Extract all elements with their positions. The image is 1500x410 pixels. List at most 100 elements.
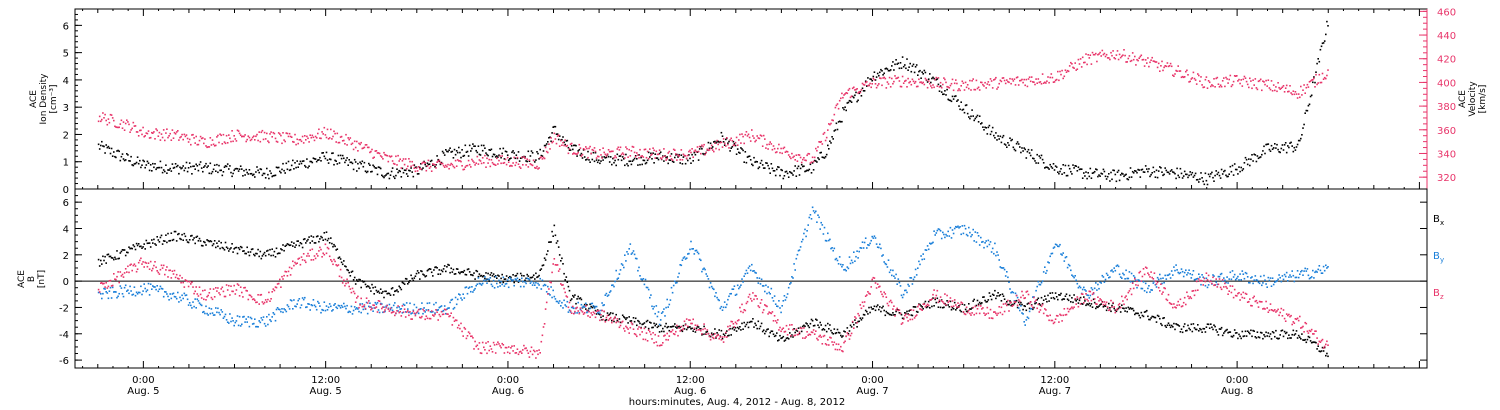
velocity-axis-label: ACE Velocity [km/s] <box>1458 81 1488 117</box>
velocity-series-point <box>474 164 476 166</box>
bz-series-point <box>179 274 181 277</box>
bx-series-point <box>844 331 846 333</box>
by-series-point <box>759 283 762 285</box>
by-series-point <box>650 294 652 296</box>
velocity-series-point <box>496 157 498 160</box>
density-series-point <box>1004 144 1007 146</box>
velocity-series-point <box>1064 69 1067 71</box>
bx-series-point <box>390 287 393 290</box>
velocity-series-point <box>373 156 375 159</box>
velocity-series-point <box>177 130 179 132</box>
by-series-point <box>317 300 319 303</box>
bx-series-point <box>736 326 739 329</box>
by-series-point <box>1314 271 1316 274</box>
bx-series-point <box>639 322 641 325</box>
bx-series-point <box>259 250 262 253</box>
bx-series-point <box>600 316 602 319</box>
density-series-point <box>767 164 769 167</box>
bx-series-point <box>638 320 640 323</box>
velocity-series-point <box>653 149 655 152</box>
density-series-point <box>929 73 931 75</box>
velocity-series-point <box>403 163 406 166</box>
density-series-point <box>487 154 489 157</box>
by-series-point <box>785 296 788 299</box>
velocity-series-point <box>742 135 744 138</box>
density-series-point <box>783 175 786 177</box>
bx-series-point <box>680 329 683 332</box>
bx-series-point <box>1163 317 1165 319</box>
bz-series-point <box>225 284 228 286</box>
by-series-point <box>148 294 151 296</box>
velocity-series-point <box>1206 87 1209 89</box>
bx-series-point <box>333 243 335 246</box>
density-series-point <box>1058 172 1060 175</box>
density-series-point <box>994 137 996 139</box>
velocity-series-point <box>358 142 360 145</box>
bx-series-point <box>812 325 815 327</box>
bx-series-point <box>405 278 408 280</box>
bx-series-point <box>959 309 961 312</box>
velocity-series-point <box>471 158 473 161</box>
density-series-point <box>196 165 199 167</box>
density-series-point <box>1291 145 1293 147</box>
velocity-series-point <box>1122 54 1124 56</box>
bx-series-point <box>872 308 875 310</box>
by-series-point <box>439 306 442 308</box>
bx-series-point <box>179 237 181 240</box>
velocity-series-point <box>1243 75 1246 78</box>
density-series-point <box>1281 144 1284 146</box>
velocity-series-point <box>446 165 448 168</box>
bx-series-point <box>220 241 222 244</box>
velocity-series-point <box>609 150 612 153</box>
by-series-point <box>368 305 370 308</box>
bx-series-point <box>1047 294 1049 297</box>
bx-series-point <box>306 240 308 242</box>
by-series-point <box>580 303 583 306</box>
velocity-series-point <box>1179 70 1182 72</box>
velocity-series-point <box>832 119 834 122</box>
bz-series-point <box>173 269 176 272</box>
density-series-point <box>804 170 806 173</box>
velocity-series-point <box>1299 96 1301 99</box>
density-series-point <box>1197 178 1199 181</box>
by-series-point <box>285 310 288 313</box>
velocity-series-point <box>611 150 613 153</box>
velocity-series-point <box>460 160 462 163</box>
density-series-point <box>789 171 791 173</box>
bx-series-point <box>181 233 183 236</box>
bx-series-point <box>113 258 115 261</box>
velocity-series-point <box>143 135 145 138</box>
bx-series-point <box>1139 316 1142 319</box>
density-series-point <box>1225 174 1227 177</box>
bx-series-point <box>720 329 723 332</box>
density-series-point <box>452 157 455 159</box>
bx-series-point <box>147 242 150 244</box>
bx-series-point <box>889 313 892 316</box>
density-series-point <box>725 138 727 141</box>
by-series-point <box>1315 270 1317 273</box>
density-series-point <box>239 165 242 167</box>
density-series-point <box>512 150 514 152</box>
by-series-point <box>658 323 661 326</box>
density-series-point <box>474 145 476 147</box>
density-series-point <box>1208 175 1211 178</box>
by-series-point <box>421 302 423 304</box>
velocity-series-point <box>1176 70 1178 72</box>
density-series-point <box>922 73 924 75</box>
velocity-series-point <box>260 131 263 134</box>
by-series-point <box>624 254 626 256</box>
by-series-point <box>351 313 354 315</box>
velocity-series-point <box>1288 90 1290 93</box>
bx-series-point <box>295 244 297 246</box>
by-series-point <box>403 304 406 306</box>
density-series-point <box>1046 166 1048 168</box>
by-series-point <box>808 216 811 219</box>
bx-series-point <box>335 249 337 251</box>
density-series-point <box>964 104 967 107</box>
bx-series-point <box>1253 330 1255 332</box>
density-series-point <box>988 124 991 127</box>
by-series-point <box>1095 282 1097 284</box>
velocity-series-point <box>1118 53 1121 56</box>
by-series-point <box>369 302 371 304</box>
velocity-series-point <box>898 80 901 82</box>
